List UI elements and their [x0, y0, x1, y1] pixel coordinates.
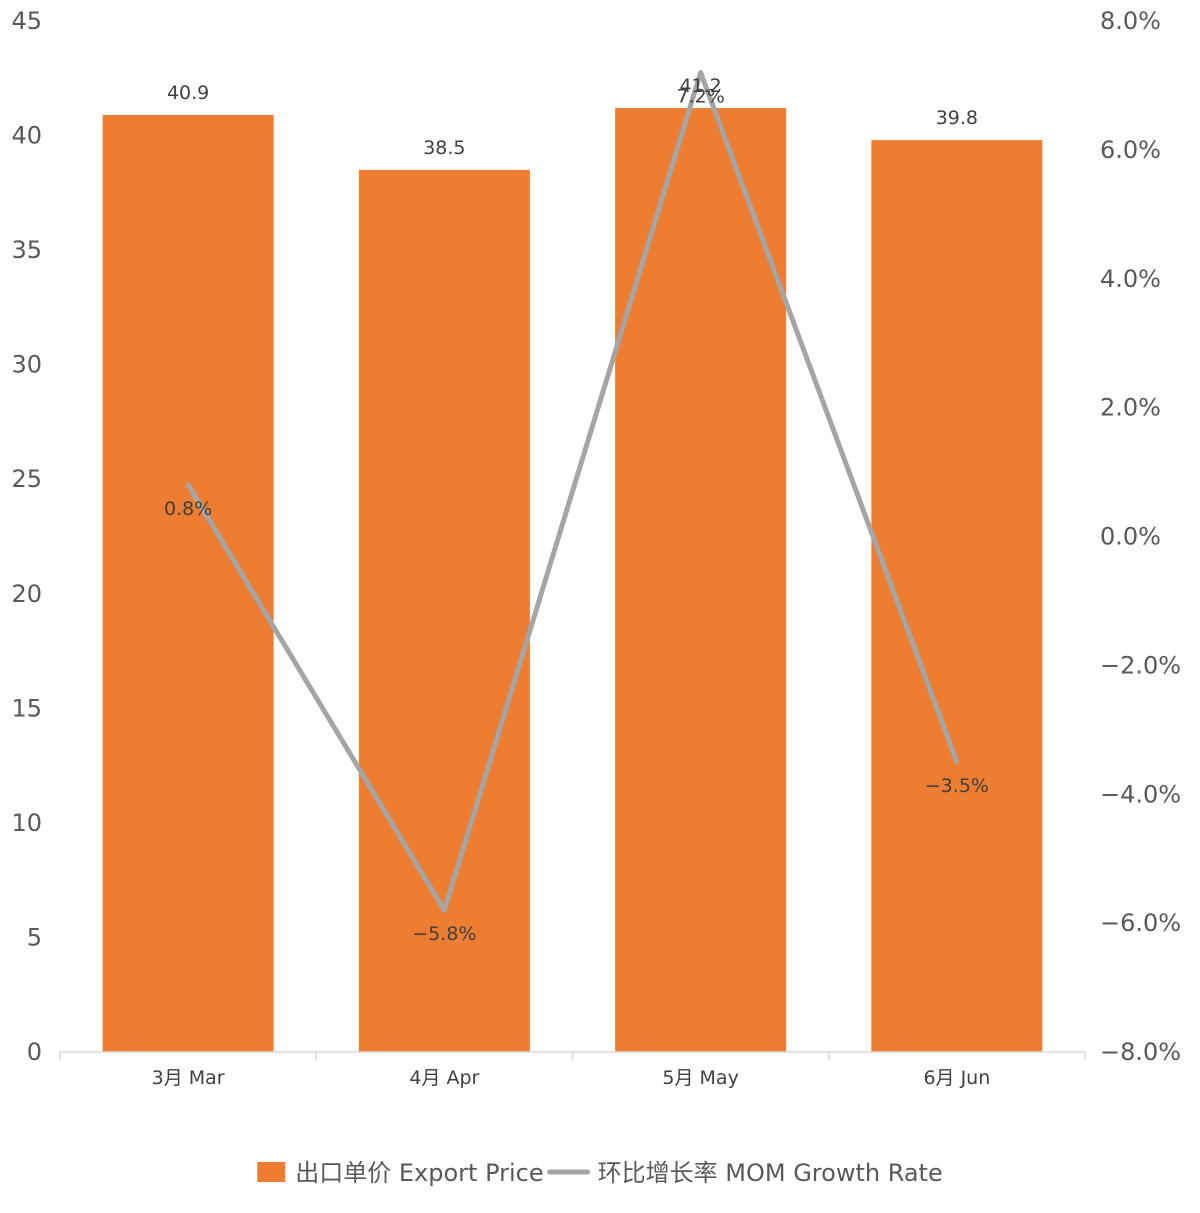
bar-data-label: 38.5 — [423, 137, 465, 159]
right-axis-tick-label: 4.0% — [1100, 265, 1161, 293]
line-data-label: 0.8% — [164, 498, 212, 520]
axis-layer: 0 5 10 15 20 25 30 35 40 45 −8.0% −6.0% −4.0% −2.0% 0.… — [11, 7, 1181, 1089]
left-axis-tick-label: 30 — [11, 351, 42, 379]
right-axis-tick-label: −2.0% — [1100, 651, 1181, 679]
bar-export-price — [615, 108, 787, 1052]
left-axis-tick-label: 40 — [11, 122, 42, 150]
category-label: 3月 Mar — [152, 1067, 225, 1089]
right-axis-tick-label: −6.0% — [1100, 909, 1181, 937]
right-axis-tick-label: −4.0% — [1100, 780, 1181, 808]
bar-export-price — [358, 169, 530, 1052]
left-axis-tick-label: 15 — [11, 694, 42, 722]
labels-layer: 40.9 38.5 41.2 39.8 0.8% −5.8% 7.2% −3.5% — [164, 75, 989, 945]
line-data-label: −3.5% — [925, 775, 989, 797]
right-axis-tick-label: 2.0% — [1100, 394, 1161, 422]
legend-label-export-price: 出口单价 Export Price — [295, 1159, 543, 1187]
bar-data-label: 40.9 — [167, 82, 209, 104]
legend: 出口单价 Export Price 环比增长率 MOM Growth Rate — [257, 1159, 943, 1187]
category-label: 5月 May — [662, 1067, 738, 1089]
right-axis-tick-label: 0.0% — [1100, 523, 1161, 551]
line-data-label: 7.2% — [676, 86, 724, 108]
line-data-label: −5.8% — [412, 923, 476, 945]
left-axis-tick-label: 45 — [11, 7, 42, 35]
category-label: 6月 Jun — [923, 1067, 990, 1089]
left-axis-tick-label: 10 — [11, 809, 42, 837]
bar-data-label: 39.8 — [936, 107, 978, 129]
right-axis-tick-label: −8.0% — [1100, 1038, 1181, 1066]
right-axis-tick-label: 8.0% — [1100, 7, 1161, 35]
left-axis-tick-label: 25 — [11, 465, 42, 493]
left-axis-tick-label: 0 — [27, 1038, 42, 1066]
left-axis-tick-label: 35 — [11, 236, 42, 264]
legend-swatch-export-price — [257, 1162, 286, 1182]
line-mom-growth-rate — [185, 70, 960, 913]
bar-data-label: 41.2 — [679, 75, 721, 97]
bars-layer — [102, 108, 1043, 1053]
left-axis-tick-label: 20 — [11, 580, 42, 608]
category-label: 4月 Apr — [409, 1067, 479, 1089]
legend-label-mom-growth-rate: 环比增长率 MOM Growth Rate — [598, 1159, 943, 1187]
right-axis-tick-label: 6.0% — [1100, 136, 1161, 164]
line-layer — [185, 70, 960, 913]
bar-export-price — [871, 140, 1043, 1053]
left-axis-tick-label: 5 — [27, 923, 42, 951]
